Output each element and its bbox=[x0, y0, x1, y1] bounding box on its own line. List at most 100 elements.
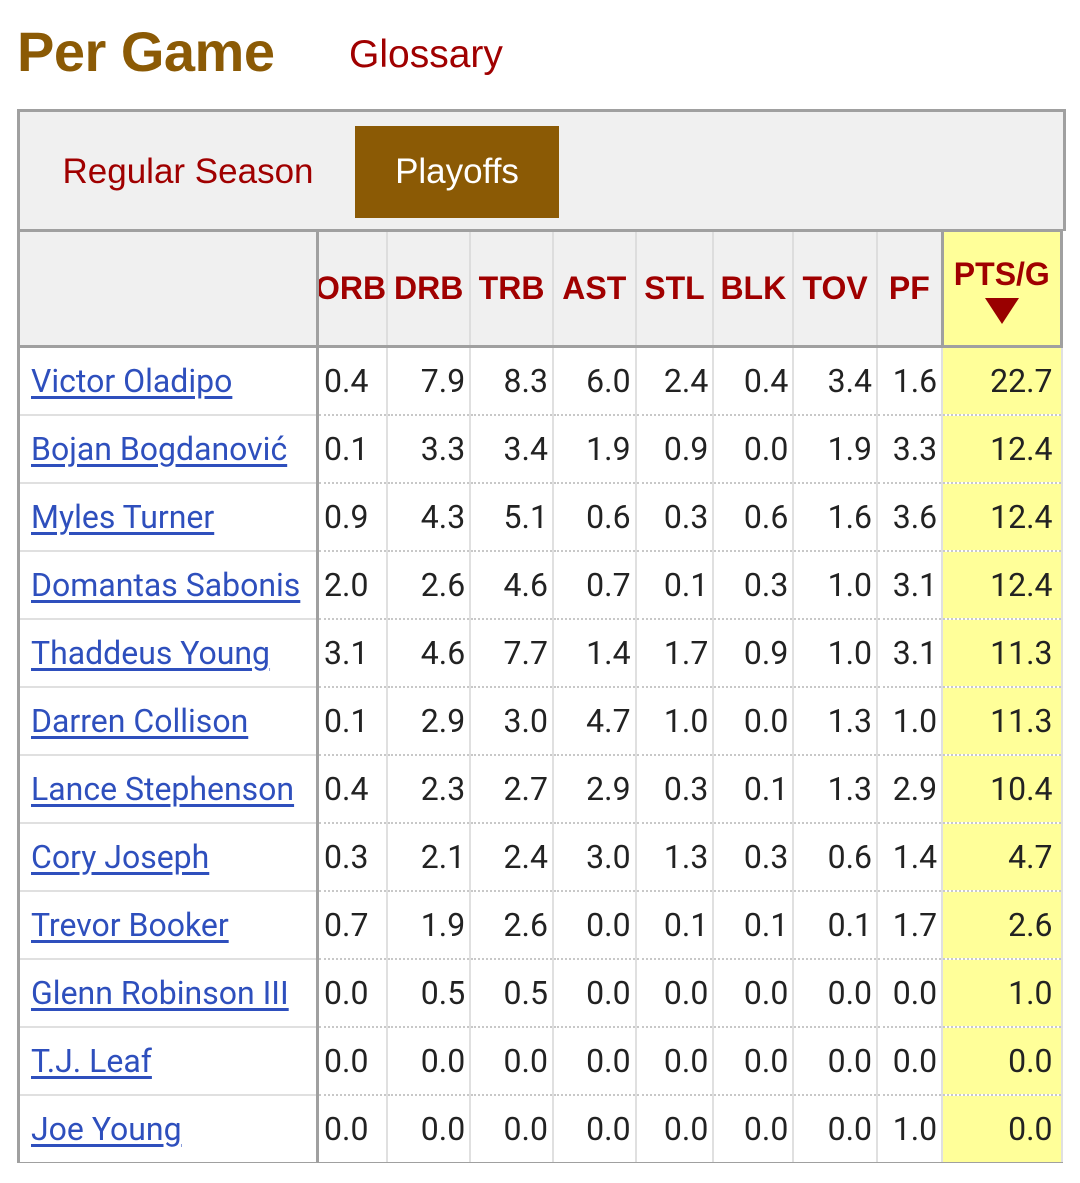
stat-cell-drb: 2.1 bbox=[387, 823, 472, 892]
player-cell: Victor Oladipo bbox=[17, 346, 320, 416]
player-link[interactable]: Victor Oladipo bbox=[31, 362, 233, 400]
stat-cell-drb: 2.6 bbox=[387, 551, 472, 620]
stat-cell-stl: 0.3 bbox=[635, 755, 715, 824]
stat-cell-drb: 2.3 bbox=[387, 755, 472, 824]
stat-cell-trb: 4.6 bbox=[470, 551, 554, 620]
player-link[interactable]: Lance Stephenson bbox=[31, 770, 295, 808]
stat-cell-orb: 0.0 bbox=[317, 959, 389, 1028]
stat-cell-tov: 1.0 bbox=[793, 619, 878, 688]
header-ast[interactable]: AST bbox=[552, 229, 637, 348]
stat-cell-drb: 2.9 bbox=[387, 687, 472, 756]
stat-cell-stl: 1.7 bbox=[635, 619, 715, 688]
stat-cell-stl: 0.0 bbox=[635, 959, 715, 1028]
player-cell: T.J. Leaf bbox=[17, 1027, 320, 1096]
stat-cell-drb: 3.3 bbox=[387, 415, 472, 484]
stat-cell-pf: 3.3 bbox=[876, 415, 944, 484]
stat-cell-pf: 0.0 bbox=[876, 959, 944, 1028]
tab-playoffs[interactable]: Playoffs bbox=[355, 126, 559, 218]
stat-cell-blk: 0.0 bbox=[713, 415, 795, 484]
stat-cell-drb: 4.6 bbox=[387, 619, 472, 688]
stat-cell-pf: 1.0 bbox=[876, 1095, 944, 1163]
stat-cell-ast: 0.7 bbox=[552, 551, 637, 620]
stat-cell-ast: 0.0 bbox=[552, 1027, 637, 1096]
stat-cell-pf: 3.1 bbox=[876, 551, 944, 620]
player-link[interactable]: Darren Collison bbox=[31, 702, 249, 740]
header-pts-per-game[interactable]: PTS/G bbox=[940, 229, 1063, 348]
header-blk[interactable]: BLK bbox=[713, 229, 795, 348]
stat-cell-ast: 3.0 bbox=[552, 823, 637, 892]
stat-cell-stl: 0.9 bbox=[635, 415, 715, 484]
tab-regular-season[interactable]: Regular Season bbox=[62, 152, 314, 191]
player-link[interactable]: Joe Young bbox=[31, 1110, 182, 1148]
stat-cell-orb: 0.0 bbox=[317, 1095, 389, 1163]
stat-cell-ast: 1.9 bbox=[552, 415, 637, 484]
table-row: Thaddeus Young 3.1 4.6 7.7 1.4 1.7 0.9 1.0 3.1 11… bbox=[17, 619, 1063, 688]
stat-cell-pf: 2.9 bbox=[876, 755, 944, 824]
stat-cell-stl: 1.3 bbox=[635, 823, 715, 892]
stat-cell-ast: 4.7 bbox=[552, 687, 637, 756]
stat-cell-stl: 0.1 bbox=[635, 891, 715, 960]
stat-cell-tov: 1.3 bbox=[793, 687, 878, 756]
stat-cell-orb: 0.4 bbox=[317, 755, 389, 824]
stat-cell-blk: 0.9 bbox=[713, 619, 795, 688]
stat-cell-pts-per-game: 12.4 bbox=[942, 551, 1063, 620]
stat-cell-trb: 3.0 bbox=[470, 687, 554, 756]
player-link[interactable]: Trevor Booker bbox=[31, 906, 229, 944]
stat-cell-ast: 2.9 bbox=[552, 755, 637, 824]
stat-cell-tov: 3.4 bbox=[793, 346, 878, 416]
table-row: Darren Collison 0.1 2.9 3.0 4.7 1.0 0.0 1.3 1.0 1… bbox=[17, 687, 1063, 756]
stat-cell-blk: 0.4 bbox=[713, 346, 795, 416]
stat-cell-orb: 0.1 bbox=[317, 687, 389, 756]
player-cell: Cory Joseph bbox=[17, 823, 320, 892]
glossary-link[interactable]: Glossary bbox=[349, 33, 503, 76]
stat-cell-pf: 1.6 bbox=[876, 346, 944, 416]
table-row: Bojan Bogdanović 0.1 3.3 3.4 1.9 0.9 0.0 1.9 3.3… bbox=[17, 415, 1063, 484]
stat-cell-stl: 2.4 bbox=[635, 346, 715, 416]
stat-cell-ast: 6.0 bbox=[552, 346, 637, 416]
player-link[interactable]: Bojan Bogdanović bbox=[31, 430, 288, 468]
player-link[interactable]: Myles Turner bbox=[31, 498, 215, 536]
stat-cell-orb: 0.7 bbox=[317, 891, 389, 960]
header-tov[interactable]: TOV bbox=[793, 229, 878, 348]
stat-cell-stl: 1.0 bbox=[635, 687, 715, 756]
stat-cell-drb: 7.9 bbox=[387, 346, 472, 416]
stat-cell-orb: 0.3 bbox=[317, 823, 389, 892]
player-link[interactable]: Thaddeus Young bbox=[31, 634, 271, 672]
header-drb[interactable]: DRB bbox=[387, 229, 472, 348]
stat-cell-pts-per-game: 22.7 bbox=[942, 346, 1063, 416]
player-link[interactable]: Glenn Robinson III bbox=[31, 974, 289, 1012]
stat-cell-drb: 0.5 bbox=[387, 959, 472, 1028]
player-link[interactable]: T.J. Leaf bbox=[31, 1042, 152, 1080]
player-link[interactable]: Domantas Sabonis bbox=[31, 566, 301, 604]
stat-cell-blk: 0.1 bbox=[713, 891, 795, 960]
table-row: Victor Oladipo 0.4 7.9 8.3 6.0 2.4 0.4 3.4 1.6 22… bbox=[17, 346, 1063, 416]
stat-cell-pts-per-game: 11.3 bbox=[942, 687, 1063, 756]
page-title: Per Game bbox=[17, 20, 275, 83]
stat-cell-blk: 0.0 bbox=[713, 687, 795, 756]
stat-cell-pf: 3.1 bbox=[876, 619, 944, 688]
stat-cell-pts-per-game: 12.4 bbox=[942, 415, 1063, 484]
header-orb[interactable]: ORB bbox=[317, 229, 389, 348]
table-header-row: ORB DRB TRB AST STL BLK TOV PF PTS/G bbox=[17, 229, 1063, 348]
player-link[interactable]: Cory Joseph bbox=[31, 838, 210, 876]
stat-cell-blk: 0.6 bbox=[713, 483, 795, 552]
header-stl[interactable]: STL bbox=[635, 229, 715, 348]
stat-cell-pts-per-game: 1.0 bbox=[942, 959, 1063, 1028]
stat-cell-trb: 0.5 bbox=[470, 959, 554, 1028]
player-cell: Domantas Sabonis bbox=[17, 551, 320, 620]
stat-cell-tov: 1.0 bbox=[793, 551, 878, 620]
stat-cell-pts-per-game: 11.3 bbox=[942, 619, 1063, 688]
stat-cell-pf: 1.0 bbox=[876, 687, 944, 756]
stat-cell-blk: 0.0 bbox=[713, 959, 795, 1028]
player-cell: Darren Collison bbox=[17, 687, 320, 756]
header-pf[interactable]: PF bbox=[876, 229, 944, 348]
stat-cell-ast: 0.0 bbox=[552, 959, 637, 1028]
stat-cell-orb: 0.4 bbox=[317, 346, 389, 416]
per-game-stats-table: ORB DRB TRB AST STL BLK TOV PF PTS/G Vic… bbox=[17, 229, 1063, 1163]
stat-cell-pts-per-game: 10.4 bbox=[942, 755, 1063, 824]
stat-cell-trb: 0.0 bbox=[470, 1095, 554, 1163]
stat-cell-trb: 3.4 bbox=[470, 415, 554, 484]
stat-cell-orb: 0.0 bbox=[317, 1027, 389, 1096]
header-trb[interactable]: TRB bbox=[470, 229, 554, 348]
stat-cell-blk: 0.3 bbox=[713, 823, 795, 892]
